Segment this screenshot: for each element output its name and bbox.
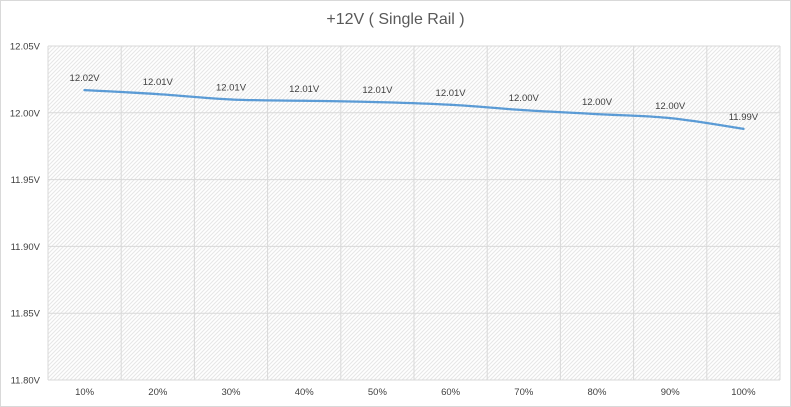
- data-point: [595, 112, 599, 116]
- data-point: [522, 108, 525, 112]
- data-label: 12.01V: [362, 85, 393, 96]
- y-tick-label: 11.95V: [11, 175, 41, 186]
- y-tick-label: 11.80V: [11, 376, 41, 387]
- data-point: [742, 127, 745, 131]
- data-label: 12.01V: [216, 82, 247, 93]
- data-point: [229, 98, 233, 101]
- x-tick-label: 10%: [75, 387, 95, 398]
- y-tick-label: 11.85V: [11, 309, 41, 320]
- y-tick-label: 12.00V: [10, 108, 41, 119]
- data-label: 12.01V: [143, 77, 174, 88]
- y-tick-label: 12.05V: [10, 42, 41, 53]
- data-point: [449, 103, 452, 106]
- x-tick-label: 70%: [514, 387, 534, 398]
- data-label: 12.01V: [436, 88, 467, 99]
- x-tick-label: 30%: [221, 387, 241, 398]
- series-line: [83, 88, 745, 130]
- data-label: 12.02V: [70, 73, 101, 84]
- x-tick-label: 20%: [148, 387, 168, 398]
- y-tick-label: 11.90V: [11, 242, 41, 253]
- x-tick-label: 80%: [587, 387, 607, 398]
- data-label: 12.00V: [582, 97, 613, 108]
- data-label: 12.00V: [655, 101, 686, 112]
- data-point: [156, 92, 159, 96]
- x-tick-label: 100%: [731, 387, 756, 398]
- data-label: 12.01V: [289, 84, 320, 95]
- data-point: [303, 99, 306, 102]
- x-tick-label: 60%: [441, 387, 461, 398]
- chart-title: +12V ( Single Rail ): [326, 11, 465, 28]
- data-label: 12.00V: [509, 93, 540, 104]
- data-point: [83, 88, 86, 92]
- x-tick-label: 90%: [661, 387, 681, 398]
- data-point: [669, 116, 672, 120]
- data-point: [376, 100, 379, 104]
- x-tick-label: 40%: [295, 387, 315, 398]
- x-tick-label: 50%: [368, 387, 388, 398]
- data-label: 11.99V: [729, 112, 759, 123]
